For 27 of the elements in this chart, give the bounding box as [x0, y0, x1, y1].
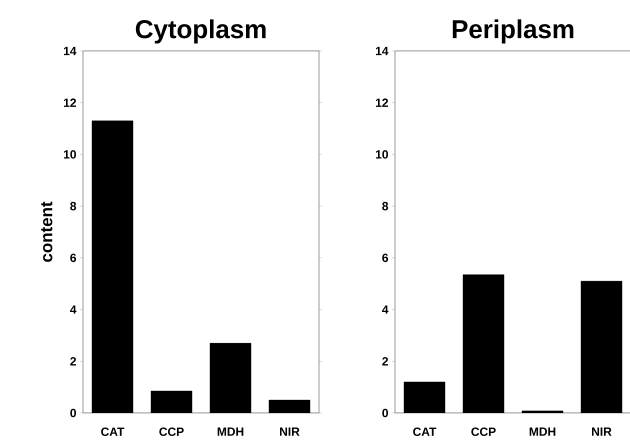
y-tick-label: 12	[376, 98, 388, 107]
y-tick-label: 8	[70, 202, 76, 210]
y-tick-label: 8	[382, 202, 388, 210]
y-tick-label: 2	[70, 357, 76, 366]
x-tick-label: CAT	[413, 428, 436, 436]
y-tick-label: 14	[64, 46, 76, 56]
x-tick-label: CAT	[101, 428, 124, 436]
x-tick-label: CCP	[159, 428, 184, 436]
y-tick-label: 0	[382, 408, 388, 418]
y-tick-label: 6	[382, 254, 388, 262]
y-tick-label: 10	[376, 150, 388, 159]
chart-title: Cytoplasm	[136, 19, 266, 44]
y-tick-label: 4	[382, 305, 388, 314]
x-tick-label: NIR	[592, 428, 612, 436]
y-tick-label: 14	[376, 46, 388, 56]
x-tick-label: MDH	[530, 428, 556, 436]
x-tick-label: NIR	[280, 428, 300, 436]
y-tick-label: 4	[70, 305, 76, 314]
y-tick-label: 2	[382, 357, 388, 366]
x-tick-label: CCP	[471, 428, 496, 436]
y-axis-title: content	[41, 202, 52, 262]
y-tick-label: 6	[70, 254, 76, 262]
y-tick-label: 0	[70, 408, 76, 418]
chart-title: Periplasm	[452, 19, 574, 44]
x-tick-label: MDH	[218, 428, 244, 436]
y-tick-label: 12	[64, 98, 76, 107]
y-tick-label: 10	[64, 150, 76, 159]
